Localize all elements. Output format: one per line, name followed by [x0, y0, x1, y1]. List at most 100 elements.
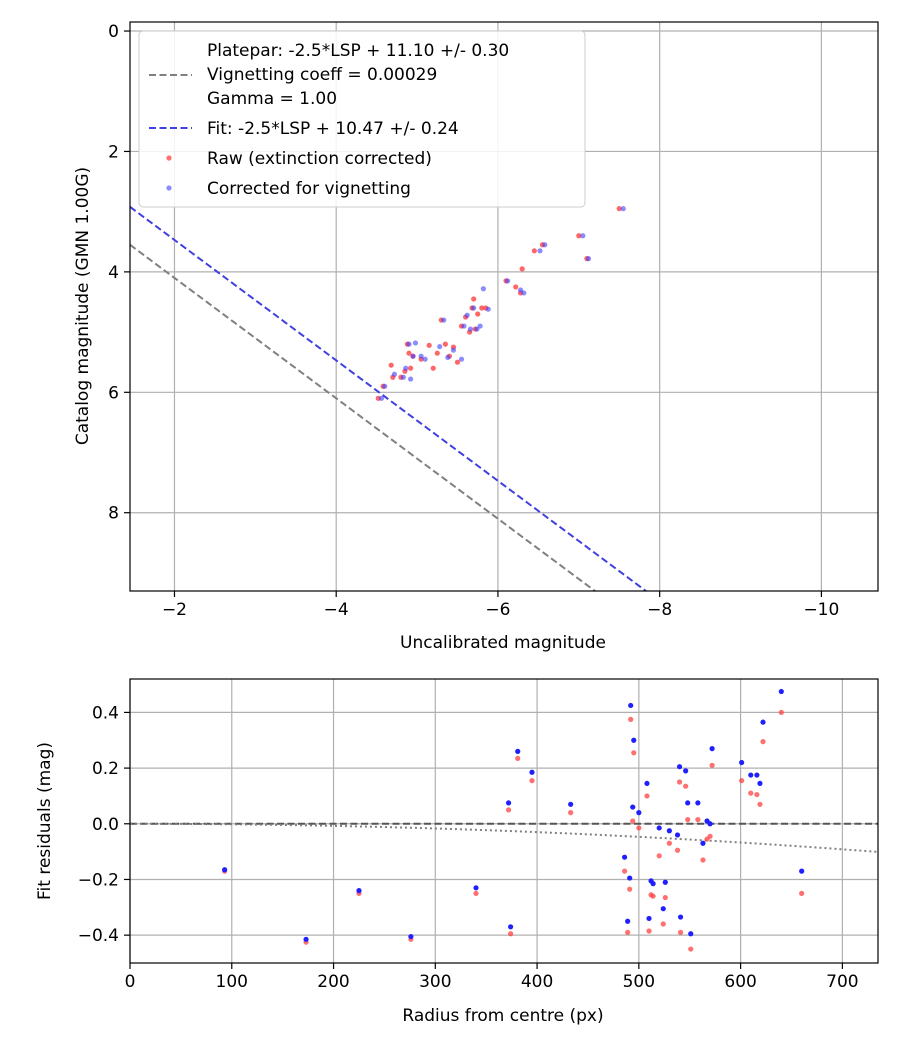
top-point-corrected: [461, 323, 467, 329]
legend-raw-label: Raw (extinction corrected): [207, 149, 432, 169]
top-x-tick-label: −10: [803, 600, 839, 620]
bottom-point-raw: [568, 810, 574, 816]
top-platepar-line: [130, 243, 597, 591]
bottom-point-corrected: [356, 888, 362, 894]
top-x-tick-label: −4: [324, 600, 349, 620]
top-point-raw: [519, 266, 525, 272]
bottom-point-raw: [754, 791, 760, 798]
bottom-point-corrected: [662, 879, 668, 885]
top-point-corrected: [458, 356, 465, 362]
bottom-point-corrected: [621, 854, 628, 860]
bottom-point-corrected: [707, 821, 713, 827]
top-y-tick-label: 2: [108, 142, 119, 162]
bottom-x-tick-label: 600: [724, 972, 756, 992]
top-point-raw: [475, 311, 481, 317]
bottom-x-tick-label: 500: [623, 972, 655, 992]
bottom-point-corrected: [508, 924, 514, 930]
top-point-corrected: [445, 354, 451, 360]
bottom-point-corrected: [799, 868, 805, 874]
legend-raw-marker: [166, 155, 172, 161]
top-x-tick-label: −6: [485, 600, 510, 620]
top-point-raw: [616, 206, 622, 212]
bottom-point-raw: [627, 886, 633, 892]
bottom-point-raw: [636, 825, 642, 831]
bottom-point-corrected: [676, 764, 683, 770]
bottom-point-corrected: [760, 719, 766, 725]
top-point-corrected: [505, 278, 511, 284]
top-point-raw: [426, 342, 432, 348]
bottom-point-corrected: [674, 832, 681, 838]
bottom-x-tick-label: 400: [521, 972, 553, 992]
top-point-corrected: [521, 290, 527, 296]
bottom-point-corrected: [677, 914, 684, 920]
bottom-y-tick-label: 0.2: [92, 759, 119, 779]
bottom-point-raw: [676, 779, 683, 785]
bottom-point-raw: [709, 762, 715, 768]
legend-vignetting-label: Vignetting coeff = 0.00029: [207, 65, 437, 85]
top-point-corrected: [418, 353, 424, 359]
bottom-point-corrected: [529, 769, 535, 775]
top-point-raw: [406, 350, 412, 356]
bottom-x-axis-label: Radius from centre (px): [402, 1006, 603, 1026]
bottom-point-corrected: [636, 810, 642, 816]
bottom-point-corrected: [739, 759, 745, 766]
bottom-ticks: 0 100 200 300 400 500 600 700 0.4 0.2 0.0 −0.2 −0.4: [78, 703, 859, 992]
bottom-point-corrected: [688, 931, 694, 937]
bottom-point-raw: [674, 847, 681, 853]
top-point-corrected: [485, 306, 491, 312]
bottom-point-corrected: [650, 881, 656, 887]
bottom-point-raw: [644, 793, 650, 799]
bottom-point-raw: [683, 783, 689, 789]
bottom-point-corrected: [709, 746, 715, 752]
bottom-x-tick-label: 100: [216, 972, 248, 992]
bottom-point-corrected: [660, 906, 666, 912]
bottom-point-corrected: [625, 918, 631, 924]
bottom-point-corrected: [754, 772, 760, 778]
bottom-x-tick-label: 700: [826, 972, 858, 992]
top-point-raw: [454, 359, 461, 365]
top-point-corrected: [585, 256, 592, 262]
top-point-raw: [576, 233, 582, 239]
bottom-point-corrected: [628, 702, 634, 709]
top-point-corrected: [391, 371, 398, 377]
bottom-y-axis-label: Fit residuals (mag): [35, 742, 55, 900]
top-point-corrected: [400, 374, 406, 380]
top-y-tick-label: 6: [108, 383, 119, 403]
bottom-point-raw: [508, 931, 514, 937]
bottom-point-corrected: [646, 915, 652, 922]
top-point-raw: [513, 284, 519, 290]
top-point-corrected: [542, 242, 548, 248]
bottom-point-corrected: [700, 840, 706, 846]
bottom-point-corrected: [515, 748, 521, 754]
top-point-corrected: [480, 286, 486, 292]
bottom-point-corrected: [408, 933, 414, 940]
bottom-point-raw: [515, 755, 521, 761]
bottom-point-corrected: [748, 772, 754, 778]
top-ticks: −2 −4 −6 −8 −10 0 2 4 6 8: [108, 22, 839, 620]
bottom-point-raw: [628, 716, 634, 722]
bottom-y-tick-label: 0.0: [92, 815, 119, 835]
top-point-corrected: [437, 343, 443, 350]
legend-gamma-label: Gamma = 1.00: [207, 89, 337, 109]
bottom-point-raw: [650, 893, 656, 899]
top-y-tick-label: 4: [108, 263, 119, 283]
bottom-point-raw: [695, 817, 701, 823]
top-point-corrected: [471, 305, 477, 311]
bottom-point-raw: [707, 833, 713, 839]
bottom-x-tick-label: 200: [317, 972, 349, 992]
bottom-scatter-points: [222, 688, 805, 952]
bottom-point-corrected: [685, 800, 691, 806]
legend-corrected-label: Corrected for vignetting: [207, 179, 411, 199]
top-point-raw: [479, 305, 485, 311]
bottom-point-raw: [660, 921, 666, 927]
bottom-point-corrected: [666, 828, 672, 834]
bottom-y-tick-label: −0.2: [78, 870, 119, 890]
top-point-corrected: [537, 248, 543, 254]
bottom-point-raw: [757, 801, 763, 807]
top-point-corrected: [467, 326, 474, 332]
bottom-point-raw: [631, 750, 637, 756]
bottom-point-corrected: [473, 885, 479, 891]
bottom-chart: 0 100 200 300 400 500 600 7000.40.20.0−0.2−0.4 …: [35, 678, 879, 1026]
bottom-point-raw: [621, 868, 628, 874]
